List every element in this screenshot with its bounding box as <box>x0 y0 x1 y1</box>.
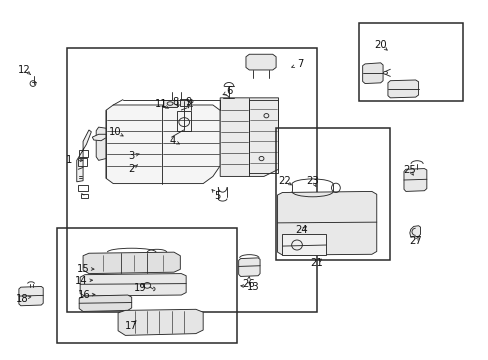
Polygon shape <box>106 105 220 184</box>
Polygon shape <box>92 134 106 141</box>
Text: 6: 6 <box>225 86 232 96</box>
Text: 8: 8 <box>172 97 178 107</box>
Bar <box>358 23 462 102</box>
Bar <box>249 100 277 173</box>
Text: 9: 9 <box>185 97 191 107</box>
Text: 22: 22 <box>277 176 290 186</box>
Text: 11: 11 <box>154 99 167 109</box>
Text: 1: 1 <box>66 156 73 165</box>
Polygon shape <box>118 309 203 336</box>
Bar <box>282 234 325 255</box>
Polygon shape <box>245 54 276 70</box>
Bar <box>79 150 88 157</box>
Text: 5: 5 <box>214 191 221 201</box>
Polygon shape <box>387 80 418 98</box>
Text: 15: 15 <box>77 264 89 274</box>
Polygon shape <box>220 98 278 176</box>
Bar <box>78 158 87 166</box>
Text: 21: 21 <box>309 258 322 268</box>
Text: 20: 20 <box>374 40 386 50</box>
Bar <box>180 99 188 107</box>
Polygon shape <box>80 274 186 296</box>
Bar <box>78 185 88 191</box>
Text: 26: 26 <box>242 279 254 289</box>
Ellipse shape <box>143 283 150 288</box>
Text: 3: 3 <box>128 151 135 161</box>
Text: 19: 19 <box>133 283 146 293</box>
Polygon shape <box>362 63 382 84</box>
Text: 7: 7 <box>297 59 303 69</box>
Text: 2: 2 <box>128 164 135 174</box>
Polygon shape <box>409 226 420 237</box>
Bar <box>67 48 317 312</box>
Polygon shape <box>19 287 43 306</box>
Polygon shape <box>83 252 180 274</box>
Polygon shape <box>277 192 376 255</box>
Polygon shape <box>403 168 426 192</box>
Text: 4: 4 <box>169 136 175 146</box>
Text: 12: 12 <box>19 65 31 75</box>
Text: 18: 18 <box>16 294 28 303</box>
Text: 27: 27 <box>408 237 421 247</box>
Text: 10: 10 <box>109 127 122 137</box>
Text: 16: 16 <box>78 290 90 300</box>
Polygon shape <box>96 127 106 160</box>
Bar <box>163 100 177 107</box>
Text: 24: 24 <box>295 225 307 235</box>
Bar <box>177 111 191 131</box>
Text: 13: 13 <box>246 282 259 292</box>
Text: 23: 23 <box>305 176 318 186</box>
Polygon shape <box>238 258 260 276</box>
Text: 25: 25 <box>403 165 415 175</box>
Polygon shape <box>77 130 91 182</box>
Bar <box>57 228 237 342</box>
Text: 14: 14 <box>75 276 88 286</box>
Bar <box>81 194 88 198</box>
Text: 17: 17 <box>125 321 138 331</box>
Polygon shape <box>79 295 131 311</box>
Bar <box>276 128 389 260</box>
